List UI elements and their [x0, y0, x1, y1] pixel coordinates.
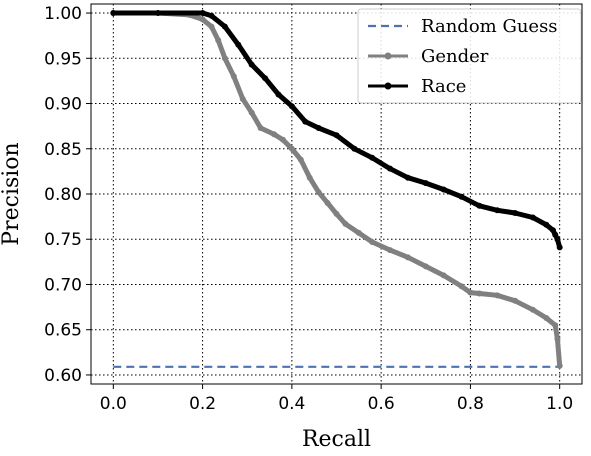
legend: Random Guess Gender Race: [357, 8, 582, 104]
data-point-gender: [199, 16, 206, 23]
legend-label: Gender: [421, 46, 489, 67]
data-point-gender: [476, 290, 483, 297]
data-point-race: [458, 193, 465, 200]
axis-ticks: 0.0 0.2 0.4 0.6 0.8 1.0 0.60 0.65 0.70 0.75 0.80 0.…: [44, 4, 573, 414]
y-tick-label: 0.90: [44, 95, 82, 115]
x-tick-label: 0.8: [457, 394, 484, 414]
legend-label: Random Guess: [421, 16, 558, 37]
data-point-race: [554, 236, 561, 243]
data-point-gender: [230, 73, 237, 80]
y-tick-label: 0.65: [44, 321, 82, 341]
data-point-gender: [297, 156, 304, 163]
data-point-race: [512, 210, 519, 216]
data-point-race: [440, 186, 447, 193]
data-point-gender: [467, 289, 474, 296]
y-tick-label: 0.85: [44, 140, 82, 160]
y-tick-label: 0.75: [44, 230, 82, 250]
data-point-race: [315, 124, 322, 131]
data-point-race: [221, 23, 228, 30]
legend-item-race: Race: [368, 76, 466, 97]
x-axis-title: Recall: [302, 427, 371, 452]
data-point-gender: [458, 283, 465, 290]
data-point-gender: [369, 238, 376, 245]
data-point-race: [262, 75, 269, 82]
legend-item-gender: Gender: [368, 46, 489, 67]
data-point-race: [154, 10, 161, 17]
data-point-race: [333, 132, 340, 139]
data-point-race: [369, 154, 376, 161]
data-point-race: [387, 165, 394, 172]
x-tick-label: 0.0: [100, 394, 127, 414]
legend-marker: [384, 82, 392, 90]
data-point-gender: [315, 189, 322, 196]
data-point-race: [288, 103, 295, 110]
data-point-gender: [355, 229, 362, 236]
data-point-race: [422, 180, 429, 187]
data-point-race: [110, 10, 117, 17]
data-point-race: [404, 174, 411, 181]
data-point-gender: [221, 55, 228, 62]
data-point-race: [556, 244, 563, 251]
y-axis-title: Precision: [0, 142, 24, 245]
data-point-gender: [208, 23, 215, 30]
data-point-race: [552, 231, 559, 238]
data-point-gender: [552, 322, 559, 329]
data-point-gender: [554, 335, 561, 342]
x-tick-label: 0.2: [189, 394, 216, 414]
legend-marker: [384, 52, 392, 60]
data-point-gender: [271, 131, 278, 138]
data-point-gender: [324, 200, 331, 207]
y-tick-label: 0.60: [44, 366, 82, 386]
legend-box: [357, 8, 582, 104]
data-point-gender: [422, 263, 429, 270]
legend-label: Race: [421, 76, 466, 97]
series-layer: [110, 10, 563, 369]
data-point-gender: [404, 254, 411, 261]
y-tick-label: 0.70: [44, 275, 82, 295]
data-point-race: [302, 118, 309, 125]
data-point-gender: [494, 292, 501, 299]
data-point-gender: [288, 145, 295, 152]
legend-item-random-guess: Random Guess: [368, 16, 558, 37]
data-point-race: [543, 221, 550, 228]
y-tick-label: 0.80: [44, 185, 82, 205]
data-point-gender: [387, 247, 394, 254]
data-point-race: [275, 91, 282, 98]
data-point-gender: [543, 314, 550, 321]
data-point-race: [351, 145, 358, 152]
data-point-race: [235, 41, 242, 48]
data-point-race: [208, 12, 215, 19]
x-tick-label: 0.6: [368, 394, 395, 414]
data-point-gender: [333, 210, 340, 217]
data-point-race: [494, 207, 501, 214]
data-point-gender: [215, 37, 222, 44]
y-tick-label: 1.00: [44, 4, 82, 24]
data-point-race: [529, 214, 536, 221]
series-line-gender: [110, 10, 563, 369]
data-point-gender: [257, 124, 264, 131]
data-point-gender: [239, 96, 246, 102]
data-point-gender: [248, 109, 255, 116]
data-point-gender: [342, 220, 349, 227]
data-point-gender: [279, 136, 286, 143]
data-point-gender: [306, 174, 313, 181]
series-race: [110, 10, 563, 251]
x-tick-label: 0.4: [278, 394, 305, 414]
data-point-race: [476, 202, 483, 209]
data-point-gender: [556, 362, 563, 369]
data-point-race: [199, 10, 206, 17]
data-point-race: [248, 61, 255, 68]
y-tick-label: 0.95: [44, 49, 82, 69]
data-point-race: [549, 227, 556, 234]
x-tick-label: 1.0: [546, 394, 573, 414]
data-point-gender: [440, 272, 447, 279]
data-point-gender: [529, 306, 536, 313]
data-point-gender: [512, 297, 519, 304]
